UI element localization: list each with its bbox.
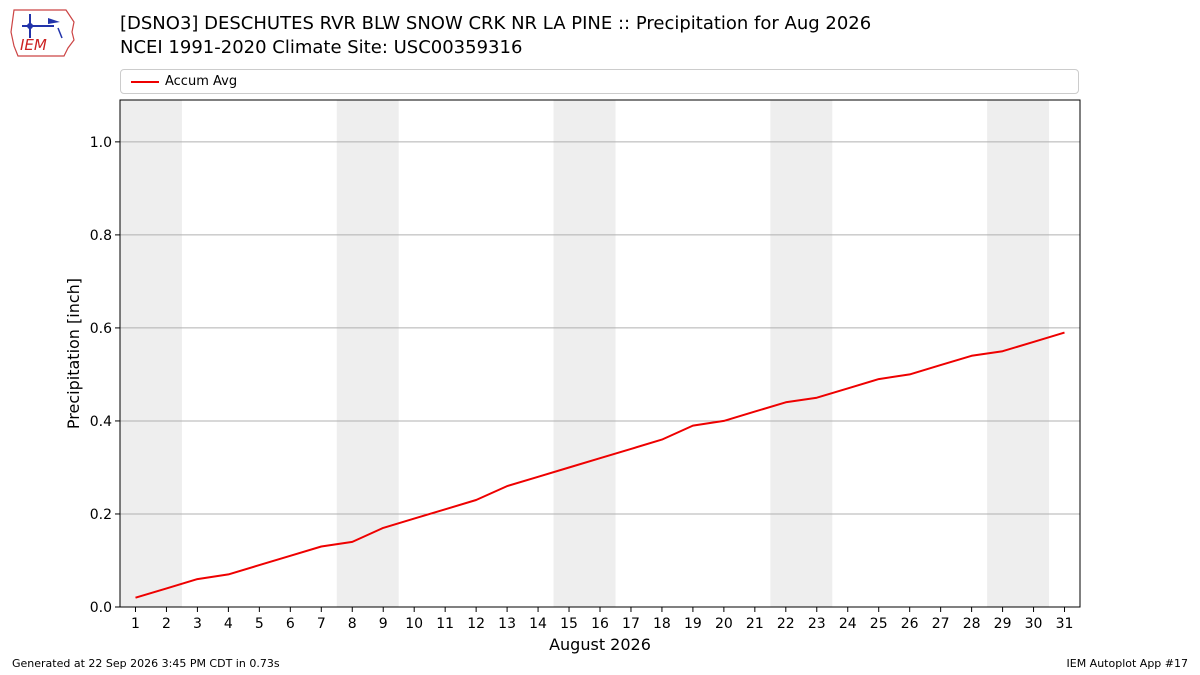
x-tick-label: 22 [777, 616, 795, 632]
x-tick-label: 25 [870, 616, 888, 632]
y-axis-ticks: 0.0 0.2 0.4 0.6 0.8 1.0 [90, 135, 120, 616]
x-tick-label: 3 [193, 616, 202, 632]
x-tick-label: 20 [715, 616, 733, 632]
chart-subtitle: NCEI 1991-2020 Climate Site: USC00359316 [120, 37, 523, 58]
x-tick-label: 12 [467, 616, 485, 632]
gridlines [120, 141, 1080, 515]
x-tick-label: 21 [746, 616, 764, 632]
x-tick-label: 30 [1025, 616, 1043, 632]
x-tick-label: 29 [994, 616, 1012, 632]
chart-title: [DSNO3] DESCHUTES RVR BLW SNOW CRK NR LA… [120, 13, 872, 34]
app-label: IEM Autoplot App #17 [1066, 657, 1189, 670]
generated-timestamp: Generated at 22 Sep 2026 3:45 PM CDT in … [12, 657, 280, 670]
iem-logo-graphic: IEM [10, 9, 75, 57]
x-tick-label: 9 [379, 616, 388, 632]
logo-text: IEM [20, 36, 47, 54]
legend-line-swatch [131, 81, 159, 83]
y-axis-label: Precipitation [inch] [64, 278, 83, 429]
plot-frame [119, 99, 1081, 608]
weekend-band [987, 100, 1050, 607]
x-tick-label: 17 [622, 616, 640, 632]
x-tick-label: 10 [405, 616, 423, 632]
x-axis-label: August 2026 [549, 635, 651, 654]
x-tick-label: 11 [436, 616, 454, 632]
series-line-accum-avg [135, 331, 1065, 599]
x-tick-label: 23 [808, 616, 826, 632]
x-tick-label: 1 [131, 616, 140, 632]
weekend-band [120, 100, 182, 607]
x-tick-label: 8 [348, 616, 357, 632]
legend: Accum Avg [120, 69, 1079, 94]
weekend-band [553, 100, 616, 607]
x-tick-label: 19 [684, 616, 702, 632]
x-tick-label: 16 [591, 616, 609, 632]
iem-logo: IEM [8, 6, 80, 58]
y-tick-label: 0.6 [90, 321, 112, 337]
y-tick-label: 0.8 [90, 228, 112, 244]
x-tick-label: 5 [255, 616, 264, 632]
x-tick-label: 15 [560, 616, 578, 632]
x-tick-label: 28 [963, 616, 981, 632]
x-tick-label: 31 [1056, 616, 1074, 632]
x-tick-label: 7 [317, 616, 326, 632]
weekend-band [770, 100, 833, 607]
series-layer [135, 331, 1065, 599]
y-tick-label: 1.0 [90, 135, 112, 151]
x-tick-label: 24 [839, 616, 857, 632]
y-tick-label: 0.4 [90, 414, 112, 430]
x-tick-label: 13 [498, 616, 516, 632]
x-tick-label: 27 [932, 616, 950, 632]
y-tick-label: 0.0 [90, 600, 112, 616]
weekend-band [336, 100, 399, 607]
legend-label: Accum Avg [165, 74, 238, 89]
x-tick-label: 26 [901, 616, 919, 632]
x-tick-label: 6 [286, 616, 295, 632]
x-tick-label: 14 [529, 616, 547, 632]
x-axis-ticks: 1 2 3 4 5 6 7 8 9 10 11 12 13 14 15 16 17 18 19 20 21 22 23 24 2… [131, 607, 1073, 632]
y-tick-label: 0.2 [90, 507, 112, 523]
x-tick-label: 2 [162, 616, 171, 632]
x-tick-label: 18 [653, 616, 671, 632]
weekend-bands [120, 100, 1050, 607]
x-tick-label: 4 [224, 616, 233, 632]
